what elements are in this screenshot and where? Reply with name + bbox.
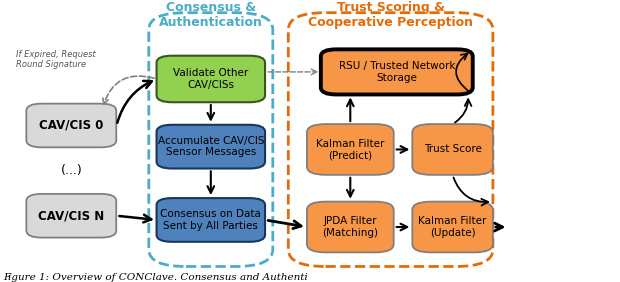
- Text: F: F: [3, 273, 11, 282]
- Text: If Expired, Request
Round Signature: If Expired, Request Round Signature: [16, 50, 95, 69]
- Text: Trust Scoring &
Cooperative Perception: Trust Scoring & Cooperative Perception: [308, 1, 473, 29]
- FancyBboxPatch shape: [412, 202, 493, 252]
- FancyBboxPatch shape: [307, 202, 394, 252]
- FancyBboxPatch shape: [307, 124, 394, 175]
- Text: Kalman Filter
(Predict): Kalman Filter (Predict): [316, 139, 384, 160]
- FancyBboxPatch shape: [157, 198, 265, 242]
- Text: JPDA Filter
(Matching): JPDA Filter (Matching): [322, 216, 378, 238]
- Text: Validate Other
CAV/CISs: Validate Other CAV/CISs: [173, 68, 249, 90]
- Text: (...): (...): [60, 164, 82, 177]
- FancyBboxPatch shape: [27, 103, 117, 147]
- Text: Consensus &
Authentication: Consensus & Authentication: [159, 1, 263, 29]
- FancyBboxPatch shape: [27, 194, 117, 237]
- Text: Kalman Filter
(Update): Kalman Filter (Update): [418, 216, 487, 238]
- Text: Accumulate CAV/CIS
Sensor Messages: Accumulate CAV/CIS Sensor Messages: [157, 136, 264, 157]
- Text: igure 1: Overview of CONClave. Consensus and Authenti: igure 1: Overview of CONClave. Consensus…: [8, 273, 308, 282]
- FancyBboxPatch shape: [157, 56, 265, 102]
- Text: CAV/CIS N: CAV/CIS N: [38, 209, 104, 222]
- Text: Consensus on Data
Sent by All Parties: Consensus on Data Sent by All Parties: [161, 209, 261, 231]
- Text: RSU / Trusted Network
Storage: RSU / Trusted Network Storage: [339, 61, 455, 83]
- FancyBboxPatch shape: [412, 124, 493, 175]
- Text: Trust Score: Trust Score: [423, 144, 482, 155]
- Text: CAV/CIS 0: CAV/CIS 0: [39, 119, 104, 132]
- FancyBboxPatch shape: [321, 49, 473, 94]
- FancyBboxPatch shape: [157, 125, 265, 169]
